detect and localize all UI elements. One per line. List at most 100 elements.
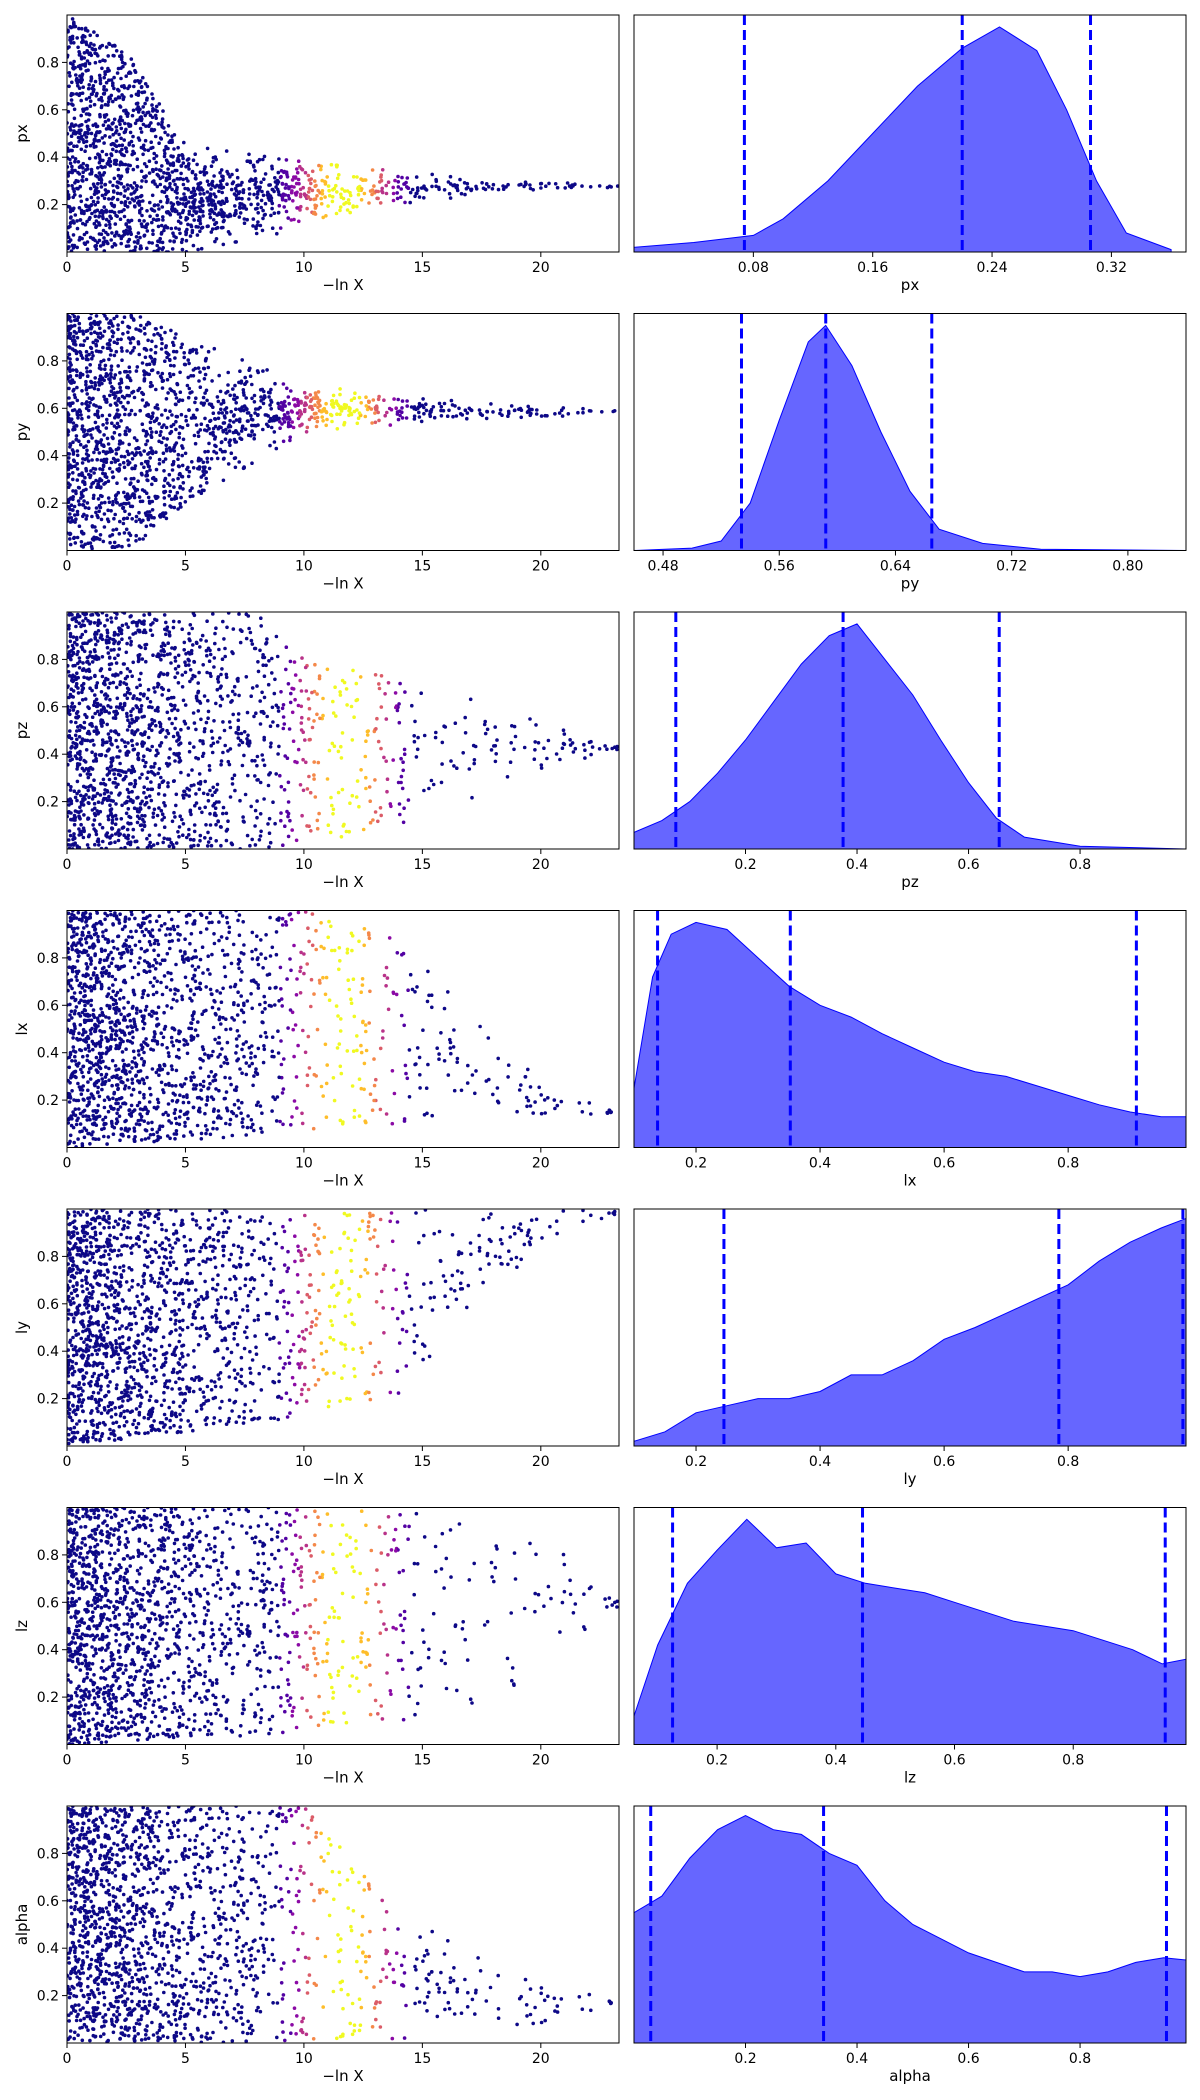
scatter-point [75,219,79,223]
scatter-point [161,514,166,519]
scatter-point [113,632,117,636]
scatter-point [219,425,223,430]
scatter-point [127,365,132,370]
scatter-point [80,329,85,334]
scatter-point [77,206,82,210]
scatter-point [266,682,271,687]
scatter-point [430,172,435,177]
scatter-point [99,708,104,712]
scatter-point [93,699,97,704]
scatter-point [217,200,222,204]
scatter-point [272,691,277,696]
scatter-point [119,419,123,423]
scatter-point [77,502,82,507]
scatter-point [250,758,254,763]
scatter-point [116,399,120,403]
scatter-point [184,652,188,656]
scatter-point [112,75,116,80]
scatter-point [233,692,237,697]
scatter-point [240,196,244,201]
scatter-point [68,357,72,361]
scatter-point [573,746,578,751]
scatter-point [545,414,549,418]
scatter-point [95,447,100,452]
scatter-point [248,843,252,848]
scatter-point [305,425,310,430]
scatter-point [243,382,247,387]
scatter-point [158,743,162,748]
scatter-point [359,401,364,405]
scatter-point [228,795,233,799]
scatter-point [140,90,145,95]
scatter-point [291,199,295,203]
scatter-point [118,150,122,154]
scatter-point [96,515,100,520]
scatter-point [140,799,144,804]
scatter-point [74,423,78,428]
scatter-point [335,427,340,431]
scatter-point [124,385,129,390]
scatter-point [126,836,130,841]
scatter-point [402,806,406,810]
scatter-point [144,473,148,478]
scatter-point [351,204,356,208]
scatter-point [415,747,420,752]
scatter-point [231,430,236,435]
scatter-point [127,724,132,729]
scatter-point [382,755,386,760]
scatter-point [115,711,120,716]
scatter-point [108,393,112,398]
scatter-point [150,633,155,637]
scatter-point [75,512,80,517]
scatter-point [271,800,275,804]
scatter-point [90,350,94,355]
scatter-point [72,107,77,112]
scatter-point [93,467,98,471]
scatter-point [457,406,461,411]
scatter-point [281,726,286,731]
scatter-point [349,398,354,403]
scatter-point [147,159,152,163]
scatter-point [206,792,210,797]
x-tick-label: 0.08 [738,260,769,276]
scatter-point [111,799,115,803]
scatter-point [388,802,393,806]
scatter-point [79,147,84,152]
scatter-point [160,511,165,516]
scatter-point [221,457,226,461]
scatter-point [187,212,191,216]
scatter-point [279,784,284,789]
scatter-point [88,143,93,148]
scatter-point [130,197,134,201]
scatter-point [133,245,138,249]
scatter-point [67,613,72,617]
scatter-point [86,801,91,805]
scatter-point [81,174,85,179]
scatter-point [122,194,127,198]
scatter-point [134,196,138,200]
scatter-point [104,613,109,618]
scatter-point [210,227,215,231]
scatter-point [67,645,70,649]
scatter-point [144,124,148,128]
scatter-point [164,344,168,348]
scatter-point [448,174,453,179]
scatter-point [113,243,118,247]
scatter-point [68,758,72,763]
y-tick-label: 0.8 [37,55,59,71]
scatter-point [115,421,120,426]
scatter-point [335,190,339,194]
scatter-point [72,221,76,225]
scatter-point [171,625,176,630]
scatter-point [122,84,126,88]
scatter-point [111,756,115,760]
scatter-point [92,729,96,733]
scatter-point [129,315,134,320]
scatter-point [125,714,129,719]
scatter-point [249,202,253,207]
scatter-point [116,167,121,172]
scatter-point [113,776,118,781]
scatter-point [209,187,213,191]
scatter-point [131,748,136,752]
scatter-point [115,390,120,395]
